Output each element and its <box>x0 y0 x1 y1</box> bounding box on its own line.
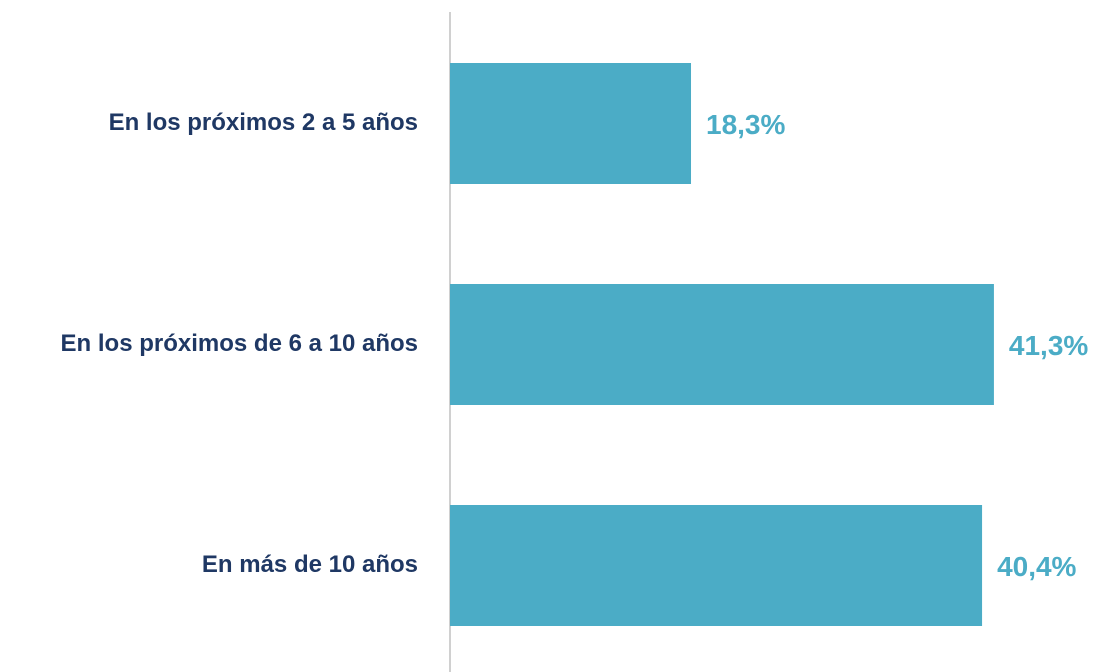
bar <box>450 63 692 184</box>
value-label: 41,3% <box>1009 330 1088 361</box>
bar <box>450 284 994 405</box>
category-label: En más de 10 años <box>202 551 418 578</box>
category-label: En los próximos 2 a 5 años <box>109 109 418 136</box>
value-label: 40,4% <box>997 551 1076 582</box>
bar <box>450 505 983 626</box>
category-label: En los próximos de 6 a 10 años <box>61 330 418 357</box>
value-label: 18,3% <box>706 109 785 140</box>
